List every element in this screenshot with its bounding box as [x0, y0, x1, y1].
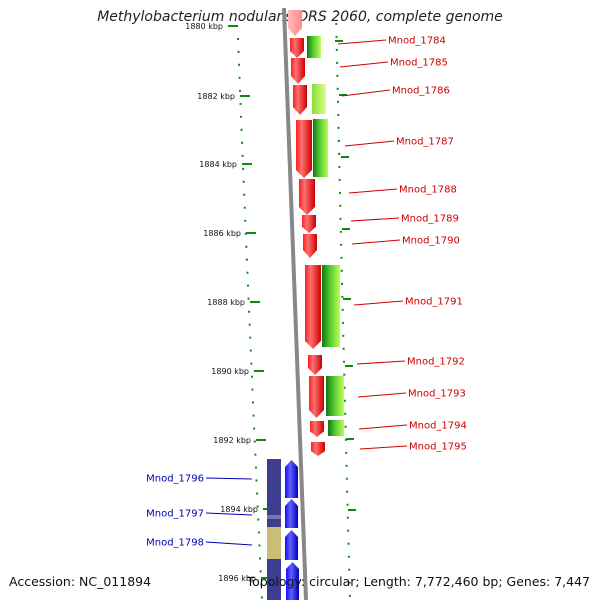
- scale-tick-label: 1896 kbp: [218, 574, 256, 583]
- gene-label-mnod-1791[interactable]: Mnod_1791: [405, 297, 463, 308]
- gene-label-mnod-1797[interactable]: Mnod_1797: [146, 509, 204, 520]
- ortholog-block-navy: [267, 559, 281, 600]
- gene-arrow-forward[interactable]: [299, 179, 315, 215]
- gene-leader-line: [341, 89, 391, 97]
- scale-tick-label: 1890 kbp: [211, 367, 249, 376]
- ortholog-block-green: [322, 265, 340, 347]
- genome-axis: [282, 7, 308, 600]
- gene-features: [267, 10, 344, 600]
- scale-tick-label: 1886 kbp: [203, 229, 241, 238]
- gene-leader-line: [357, 392, 407, 398]
- scale-tick-label: 1880 kbp: [185, 22, 223, 31]
- scale-tick-label: 1882 kbp: [197, 92, 235, 101]
- ortholog-block-lime: [312, 84, 326, 114]
- gene-leader-line: [356, 360, 406, 365]
- genome-stats-text: Topology: circular; Length: 7,772,460 bp…: [246, 574, 590, 589]
- gene-arrow-forward[interactable]: [308, 355, 322, 375]
- gene-label-mnod-1790[interactable]: Mnod_1790: [402, 236, 460, 247]
- ortholog-block-green: [326, 376, 344, 416]
- gene-arrow-reverse[interactable]: [285, 460, 298, 498]
- scale-tick-label: 1894 kbp: [220, 505, 258, 514]
- gene-arrow-forward[interactable]: [302, 215, 316, 233]
- gene-leader-line: [348, 188, 398, 194]
- accession-text: Accession: NC_011894: [9, 574, 152, 589]
- ortholog-block-green: [328, 420, 344, 436]
- gene-label-mnod-1789[interactable]: Mnod_1789: [401, 214, 459, 225]
- gene-leader-line: [344, 140, 395, 147]
- scale-tick-label: 1884 kbp: [199, 160, 237, 169]
- gene-arrow-forward[interactable]: [288, 10, 302, 36]
- gene-arrow-forward[interactable]: [305, 265, 321, 349]
- gene-arrow-forward[interactable]: [293, 85, 307, 115]
- gene-label-mnod-1792[interactable]: Mnod_1792: [407, 357, 465, 368]
- ortholog-block-green: [307, 36, 321, 58]
- gene-leader-line: [351, 239, 401, 245]
- gene-label-mnod-1795[interactable]: Mnod_1795: [409, 442, 467, 453]
- gene-leader-line: [350, 217, 400, 222]
- gene-arrow-forward[interactable]: [303, 234, 317, 258]
- gene-leader-line: [339, 61, 389, 68]
- gene-arrow-forward[interactable]: [310, 421, 324, 437]
- scale-tick-label: 1892 kbp: [213, 436, 251, 445]
- gene-leader-line: [205, 477, 253, 480]
- gene-label-mnod-1798[interactable]: Mnod_1798: [146, 538, 204, 549]
- ortholog-divider: [267, 515, 281, 519]
- gene-label-mnod-1793[interactable]: Mnod_1793: [408, 389, 466, 400]
- ortholog-block-navy: [267, 459, 281, 527]
- ortholog-block-khaki: [267, 527, 281, 559]
- gene-label-mnod-1784[interactable]: Mnod_1784: [388, 36, 446, 47]
- gene-leader-line: [353, 300, 404, 306]
- gene-leader-line: [205, 512, 253, 516]
- gene-arrow-forward[interactable]: [311, 442, 325, 456]
- gene-leader-line: [205, 541, 253, 546]
- scale-tick-label: 1888 kbp: [207, 298, 245, 307]
- gene-leader-line: [337, 39, 387, 45]
- gene-label-mnod-1788[interactable]: Mnod_1788: [399, 185, 457, 196]
- gene-arrow-reverse[interactable]: [285, 499, 298, 528]
- gene-arrow-forward[interactable]: [290, 38, 304, 58]
- gene-arrow-reverse[interactable]: [285, 530, 298, 560]
- gene-arrow-forward[interactable]: [296, 120, 312, 178]
- gene-leader-line: [358, 424, 408, 430]
- gene-labels: Mnod_1784 Mnod_1785 Mnod_1786 Mnod_1787 Mnod…: [146, 36, 467, 549]
- gene-arrow-reverse[interactable]: [286, 562, 299, 600]
- gene-label-mnod-1785[interactable]: Mnod_1785: [390, 58, 448, 69]
- dotted-track-left: [237, 37, 263, 600]
- gene-arrow-forward[interactable]: [291, 58, 305, 84]
- gene-label-mnod-1796[interactable]: Mnod_1796: [146, 474, 204, 485]
- gene-arrow-forward[interactable]: [309, 376, 324, 418]
- gene-label-mnod-1794[interactable]: Mnod_1794: [409, 421, 467, 432]
- ortholog-block-green: [313, 119, 328, 177]
- gene-leader-line: [359, 445, 408, 450]
- gene-label-mnod-1786[interactable]: Mnod_1786: [392, 86, 450, 97]
- gene-label-mnod-1787[interactable]: Mnod_1787: [396, 137, 454, 148]
